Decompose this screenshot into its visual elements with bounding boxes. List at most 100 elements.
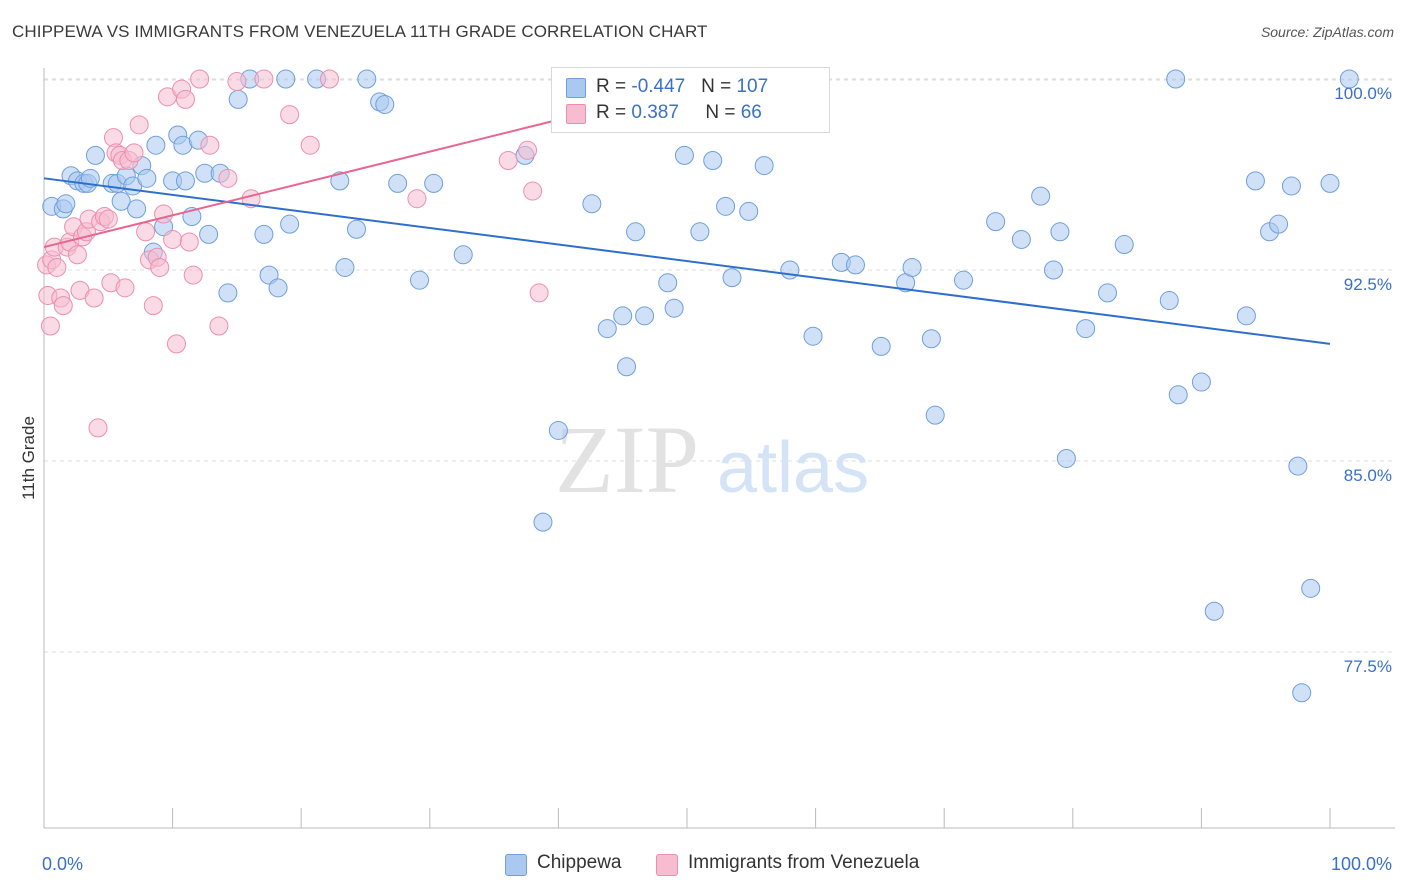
venezuela-point <box>154 204 174 224</box>
chippewa-point <box>146 135 166 155</box>
x-tick-label-max: 100.0% <box>1331 854 1392 874</box>
venezuela-point <box>529 283 549 303</box>
chippewa-point <box>1204 601 1224 621</box>
venezuela-swatch <box>566 104 586 124</box>
n-label: N = <box>705 102 741 123</box>
trend-lines <box>43 118 1331 345</box>
venezuela-points <box>37 69 549 438</box>
chippewa-point <box>1269 214 1289 234</box>
venezuela-point <box>179 232 199 252</box>
chart-title: CHIPPEWA VS IMMIGRANTS FROM VENEZUELA 11… <box>12 22 708 41</box>
venezuela-point <box>53 296 73 316</box>
venezuela-trend-line <box>43 118 559 249</box>
venezuela-point <box>115 278 135 298</box>
chippewa-point <box>739 201 759 221</box>
chippewa-point <box>1044 260 1064 280</box>
x-tick-label-min: 0.0% <box>42 854 83 874</box>
chippewa-point <box>754 156 774 176</box>
chippewa-point <box>597 319 617 339</box>
y-tick-label: 92.5% <box>1344 275 1392 294</box>
venezuela-point <box>183 265 203 285</box>
chippewa-point <box>1320 173 1340 193</box>
venezuela-point <box>280 105 300 125</box>
venezuela-point <box>218 168 238 188</box>
chippewa-point <box>1281 176 1301 196</box>
venezuela-point <box>254 69 274 89</box>
chippewa-point <box>722 268 742 288</box>
chippewa-point <box>1159 291 1179 311</box>
chippewa-point <box>664 298 684 318</box>
chippewa-point <box>635 306 655 326</box>
chippewa-point <box>658 273 678 293</box>
chippewa-point <box>1166 69 1186 89</box>
chippewa-point <box>335 257 355 277</box>
venezuela-point <box>163 229 183 249</box>
chippewa-point <box>357 69 377 89</box>
venezuela-point <box>319 69 339 89</box>
venezuela-point <box>88 418 108 438</box>
chippewa-point <box>85 145 105 165</box>
chippewa-point <box>346 219 366 239</box>
chippewa-point <box>533 512 553 532</box>
venezuela-point <box>136 222 156 242</box>
chippewa-point <box>1236 306 1256 326</box>
tick-labels: 77.5% 85.0% 92.5% 100.0% 0.0% 100.0% <box>42 84 1392 874</box>
chippewa-trend-line <box>43 177 1331 345</box>
venezuela-point <box>143 296 163 316</box>
n-value-chippewa: 107 <box>736 76 769 97</box>
chippewa-point <box>1114 235 1134 255</box>
chippewa-point <box>410 270 430 290</box>
chippewa-point <box>1292 683 1312 703</box>
chippewa-point <box>56 194 76 214</box>
chippewa-point <box>268 278 288 298</box>
venezuela-point <box>84 288 104 308</box>
chippewa-point <box>127 199 147 219</box>
chippewa-point <box>1301 578 1321 598</box>
chippewa-point <box>453 245 473 265</box>
chippewa-point <box>845 255 865 275</box>
source-label: Source: ZipAtlas.com <box>1260 24 1394 40</box>
chippewa-point <box>1191 372 1211 392</box>
chippewa-point <box>703 150 723 170</box>
chippewa-point <box>280 214 300 234</box>
watermark-zip: ZIP <box>555 406 699 513</box>
correlation-legend: R = -0.447 N = 107 R = 0.387 N = 66 <box>551 67 830 133</box>
chippewa-point <box>871 336 891 356</box>
chippewa-point <box>228 89 248 109</box>
chippewa-point <box>1031 186 1051 206</box>
chippewa-point <box>424 173 444 193</box>
chippewa-point <box>1168 385 1188 405</box>
legend-label-chippewa: Chippewa <box>537 852 622 873</box>
y-tick-label: 85.0% <box>1344 466 1392 485</box>
chippewa-point <box>1050 222 1070 242</box>
chippewa-point <box>716 196 736 216</box>
chippewa-point <box>921 329 941 349</box>
r-label: R = <box>596 102 632 123</box>
chippewa-point <box>617 357 637 377</box>
venezuela-point <box>67 245 87 265</box>
venezuela-point <box>190 69 210 89</box>
legend-label-venezuela: Immigrants from Venezuela <box>688 852 920 873</box>
chippewa-point <box>1098 283 1118 303</box>
venezuela-point <box>300 135 320 155</box>
chippewa-point <box>1056 448 1076 468</box>
chippewa-point <box>548 420 568 440</box>
chippewa-legend-swatch <box>505 854 527 876</box>
y-axis-label: 11th Grade <box>19 416 38 500</box>
chippewa-points <box>42 69 1359 703</box>
r-value-chippewa: -0.447 <box>631 76 686 97</box>
venezuela-point <box>227 72 247 92</box>
chippewa-point <box>780 260 800 280</box>
venezuela-point <box>40 316 60 336</box>
chippewa-point <box>986 212 1006 232</box>
venezuela-point <box>200 135 220 155</box>
chippewa-point <box>199 224 219 244</box>
chippewa-point <box>803 326 823 346</box>
r-label: R = <box>596 76 632 97</box>
chippewa-point <box>388 173 408 193</box>
watermark-atlas: atlas <box>717 428 869 508</box>
venezuela-point <box>209 316 229 336</box>
y-tick-label: 77.5% <box>1344 657 1392 676</box>
chippewa-point <box>330 171 350 191</box>
r-value-venezuela: 0.387 <box>631 102 679 123</box>
